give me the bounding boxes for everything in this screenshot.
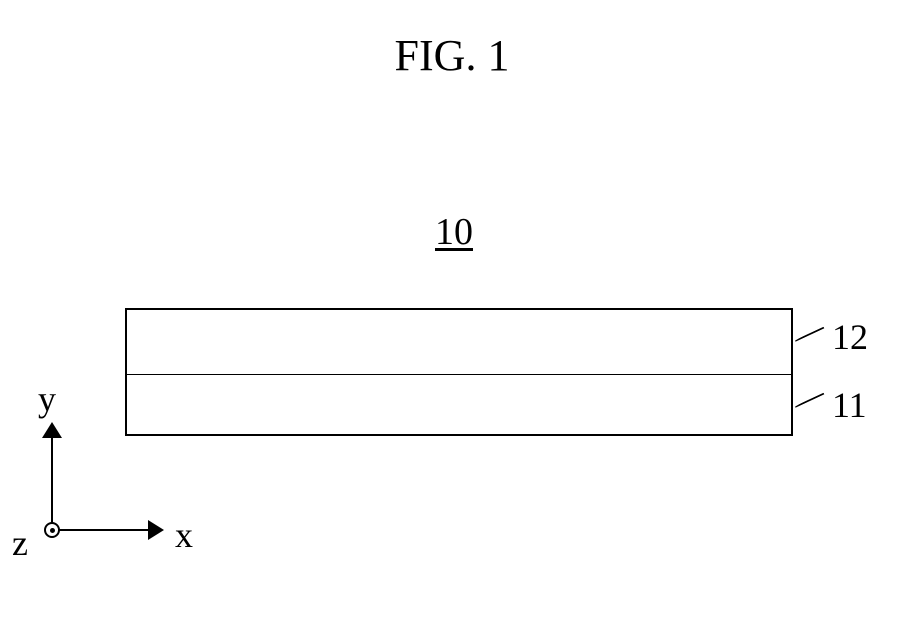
figure-title: FIG. 1 xyxy=(0,30,904,81)
layer-divider xyxy=(127,374,791,375)
ref-tick-11 xyxy=(795,393,825,408)
x-axis-line xyxy=(52,529,150,531)
z-axis-dot-icon xyxy=(50,528,55,533)
z-axis-label: z xyxy=(12,522,28,564)
y-axis-arrow-icon xyxy=(42,422,62,438)
ref-label-11: 11 xyxy=(832,384,867,426)
assembly-label: 10 xyxy=(435,210,473,254)
ref-tick-12 xyxy=(795,327,825,342)
x-axis-label: x xyxy=(175,514,193,556)
x-axis-arrow-icon xyxy=(148,520,164,540)
z-axis-origin-icon xyxy=(44,522,60,538)
y-axis-line xyxy=(51,432,53,530)
ref-label-12: 12 xyxy=(832,316,868,358)
layer-stack xyxy=(125,308,793,436)
y-axis-label: y xyxy=(38,378,56,420)
